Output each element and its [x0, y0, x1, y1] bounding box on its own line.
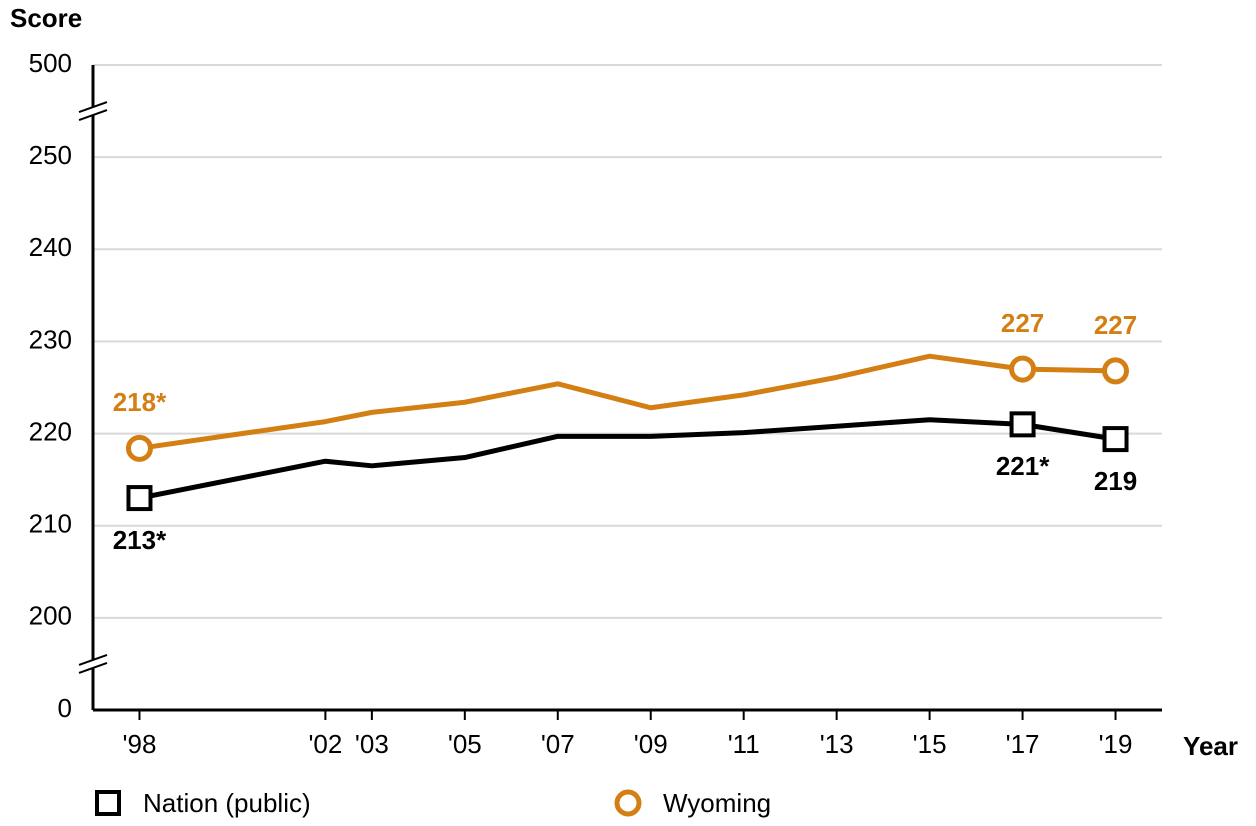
legend-marker — [614, 789, 642, 817]
point-marker — [1009, 355, 1037, 383]
point-marker — [1102, 426, 1129, 453]
y-tick-label: 250 — [29, 140, 72, 170]
value-label: 227 — [1001, 308, 1044, 338]
y-axis-label: Score — [10, 3, 82, 33]
axis-break — [78, 661, 108, 674]
x-axis-label: Year — [1183, 731, 1238, 761]
value-label: 218* — [113, 387, 167, 417]
point-marker — [1102, 357, 1130, 385]
x-tick-label: '09 — [634, 729, 668, 759]
x-tick-label: '03 — [355, 729, 389, 759]
x-tick-label: '05 — [448, 729, 482, 759]
y-tick-label: 240 — [29, 232, 72, 262]
legend-marker — [95, 790, 121, 816]
value-label: 227 — [1094, 310, 1137, 340]
value-label: 221* — [996, 451, 1050, 481]
y-tick-label: 210 — [29, 509, 72, 539]
y-tick-label: 500 — [29, 48, 72, 78]
x-tick-label: '13 — [820, 729, 854, 759]
axis-break — [78, 653, 108, 666]
legend-label: Nation (public) — [143, 788, 311, 818]
x-tick-label: '11 — [728, 729, 760, 759]
x-tick-label: '15 — [913, 729, 947, 759]
legend-label: Wyoming — [663, 788, 771, 818]
value-label: 213* — [113, 525, 167, 555]
series-line — [139, 353, 1116, 451]
point-marker — [125, 434, 153, 462]
y-tick-label: 200 — [29, 601, 72, 631]
x-tick-label: '19 — [1099, 729, 1133, 759]
y-tick-label: 230 — [29, 324, 72, 354]
point-marker — [1009, 411, 1036, 438]
x-tick-label: '02 — [308, 729, 342, 759]
x-tick-label: '17 — [1006, 729, 1040, 759]
point-marker — [126, 485, 153, 512]
y-tick-label: 220 — [29, 416, 72, 446]
series-line — [138, 417, 1116, 501]
value-label: 219 — [1094, 466, 1137, 496]
x-tick-label: '98 — [123, 729, 157, 759]
axis-break — [78, 109, 108, 122]
axis-break-gap — [89, 659, 97, 668]
x-tick-label: '07 — [541, 729, 575, 759]
axis-break-gap — [89, 107, 97, 116]
axis-break — [78, 101, 108, 114]
y-tick-label: 0 — [58, 693, 72, 723]
